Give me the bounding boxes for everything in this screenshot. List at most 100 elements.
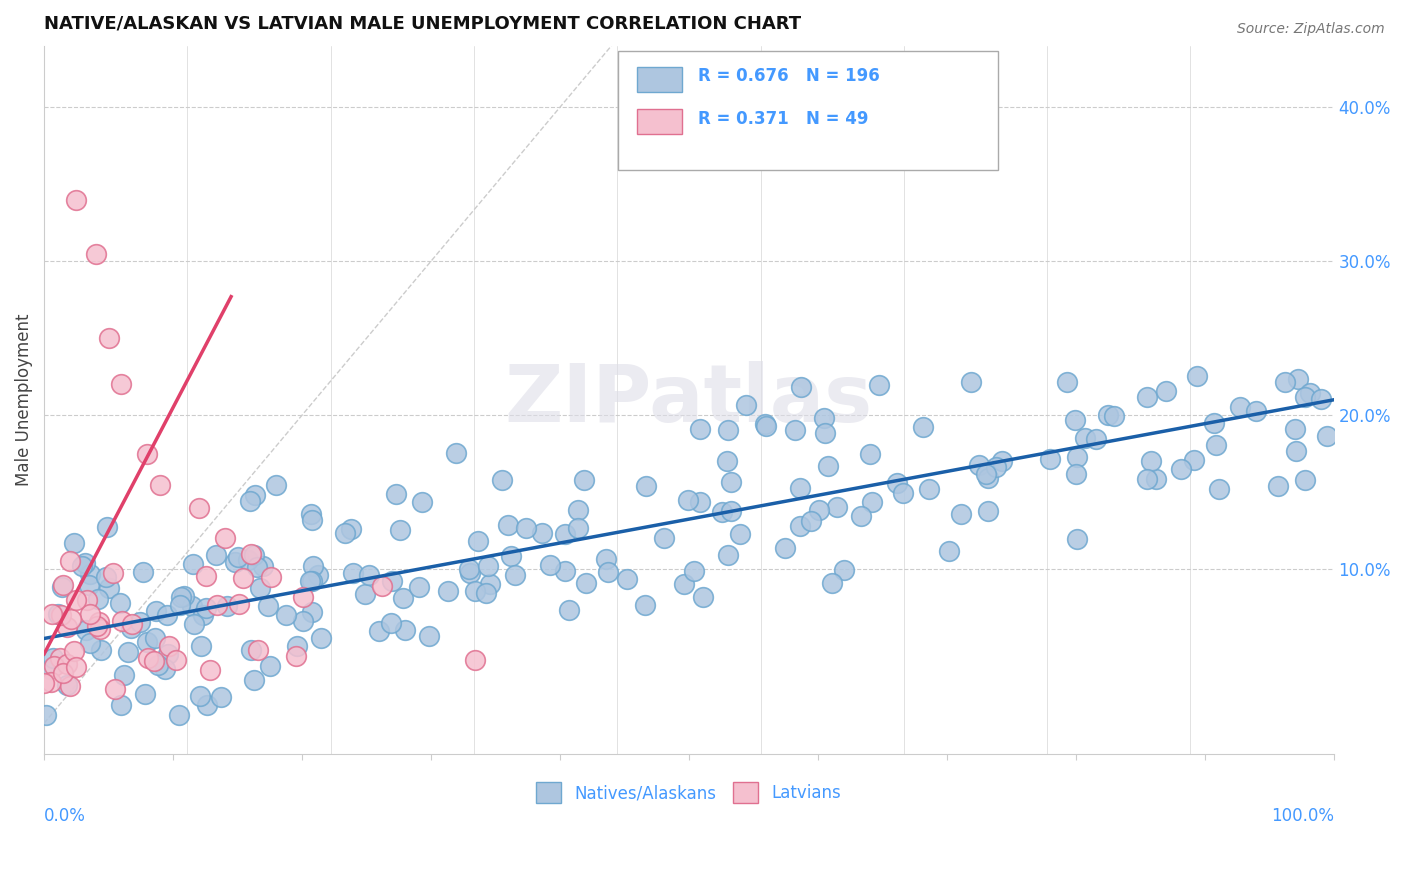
Point: [194, 569, 217, 583]
Point: [728, 527, 751, 541]
Point: [155, 662, 177, 676]
Point: [460, 566, 482, 580]
Point: [75, 557, 97, 571]
Point: [65, 660, 87, 674]
Point: [1144, 472, 1167, 486]
Point: [143, 631, 166, 645]
Point: [692, 590, 714, 604]
Point: [285, 640, 308, 654]
Point: [367, 624, 389, 638]
Point: [496, 518, 519, 533]
Point: [205, 598, 228, 612]
Point: [148, 658, 170, 673]
Point: [157, 648, 180, 662]
Point: [1229, 401, 1251, 415]
Point: [475, 585, 498, 599]
Point: [808, 503, 831, 517]
Point: [260, 570, 283, 584]
Point: [1208, 482, 1230, 496]
Point: [169, 590, 191, 604]
Point: [79, 577, 101, 591]
Point: [48, 651, 70, 665]
Point: [1104, 409, 1126, 423]
Point: [984, 459, 1007, 474]
Point: [755, 419, 778, 434]
Point: [52, 577, 75, 591]
Bar: [637, 67, 682, 92]
Point: [79, 607, 101, 621]
Point: [554, 527, 576, 541]
Point: [56, 678, 79, 692]
Point: [467, 533, 489, 548]
Point: [104, 681, 127, 696]
Point: [918, 482, 941, 496]
Point: [35, 708, 58, 723]
Point: [63, 644, 86, 658]
Point: [169, 708, 191, 723]
Point: [41, 607, 63, 621]
Point: [1066, 450, 1088, 464]
Point: [87, 615, 110, 629]
Point: [783, 423, 806, 437]
Point: [773, 541, 796, 555]
Y-axis label: Male Unemployment: Male Unemployment: [15, 314, 32, 486]
Point: [477, 559, 499, 574]
Point: [380, 615, 402, 630]
Point: [411, 495, 433, 509]
Point: [49, 607, 72, 622]
Point: [682, 564, 704, 578]
Point: [63, 536, 86, 550]
Point: [558, 603, 581, 617]
Point: [342, 566, 364, 580]
Point: [89, 622, 111, 636]
Point: [538, 558, 561, 573]
Point: [52, 666, 75, 681]
Point: [214, 532, 236, 546]
Point: [444, 446, 467, 460]
Point: [292, 615, 315, 629]
Point: [76, 593, 98, 607]
Point: [120, 621, 142, 635]
Point: [188, 689, 211, 703]
Point: [51, 580, 73, 594]
Point: [96, 520, 118, 534]
Point: [121, 616, 143, 631]
Point: [515, 521, 537, 535]
Point: [1184, 452, 1206, 467]
Point: [1202, 416, 1225, 430]
Point: [1056, 376, 1078, 390]
Point: [503, 567, 526, 582]
Point: [381, 574, 404, 588]
Point: [950, 507, 973, 521]
Point: [491, 473, 513, 487]
Point: [291, 590, 314, 604]
Point: [86, 618, 108, 632]
Point: [236, 553, 259, 567]
Point: [464, 652, 486, 666]
Point: [478, 576, 501, 591]
Point: [191, 608, 214, 623]
Point: [860, 495, 883, 509]
Text: 0.0%: 0.0%: [44, 807, 86, 825]
Point: [86, 592, 108, 607]
Point: [530, 526, 553, 541]
Point: [371, 579, 394, 593]
Point: [340, 522, 363, 536]
Point: [754, 417, 776, 432]
Point: [800, 514, 823, 528]
Point: [359, 567, 381, 582]
Point: [567, 521, 589, 535]
Point: [464, 583, 486, 598]
Point: [70, 558, 93, 573]
Point: [1139, 454, 1161, 468]
Point: [224, 555, 246, 569]
Point: [1085, 432, 1108, 446]
Point: [689, 494, 711, 508]
Point: [59, 679, 82, 693]
Point: [1136, 390, 1159, 404]
Point: [458, 561, 481, 575]
Point: [97, 331, 120, 345]
Point: [79, 566, 101, 581]
Point: [1244, 404, 1267, 418]
Point: [1294, 390, 1316, 404]
